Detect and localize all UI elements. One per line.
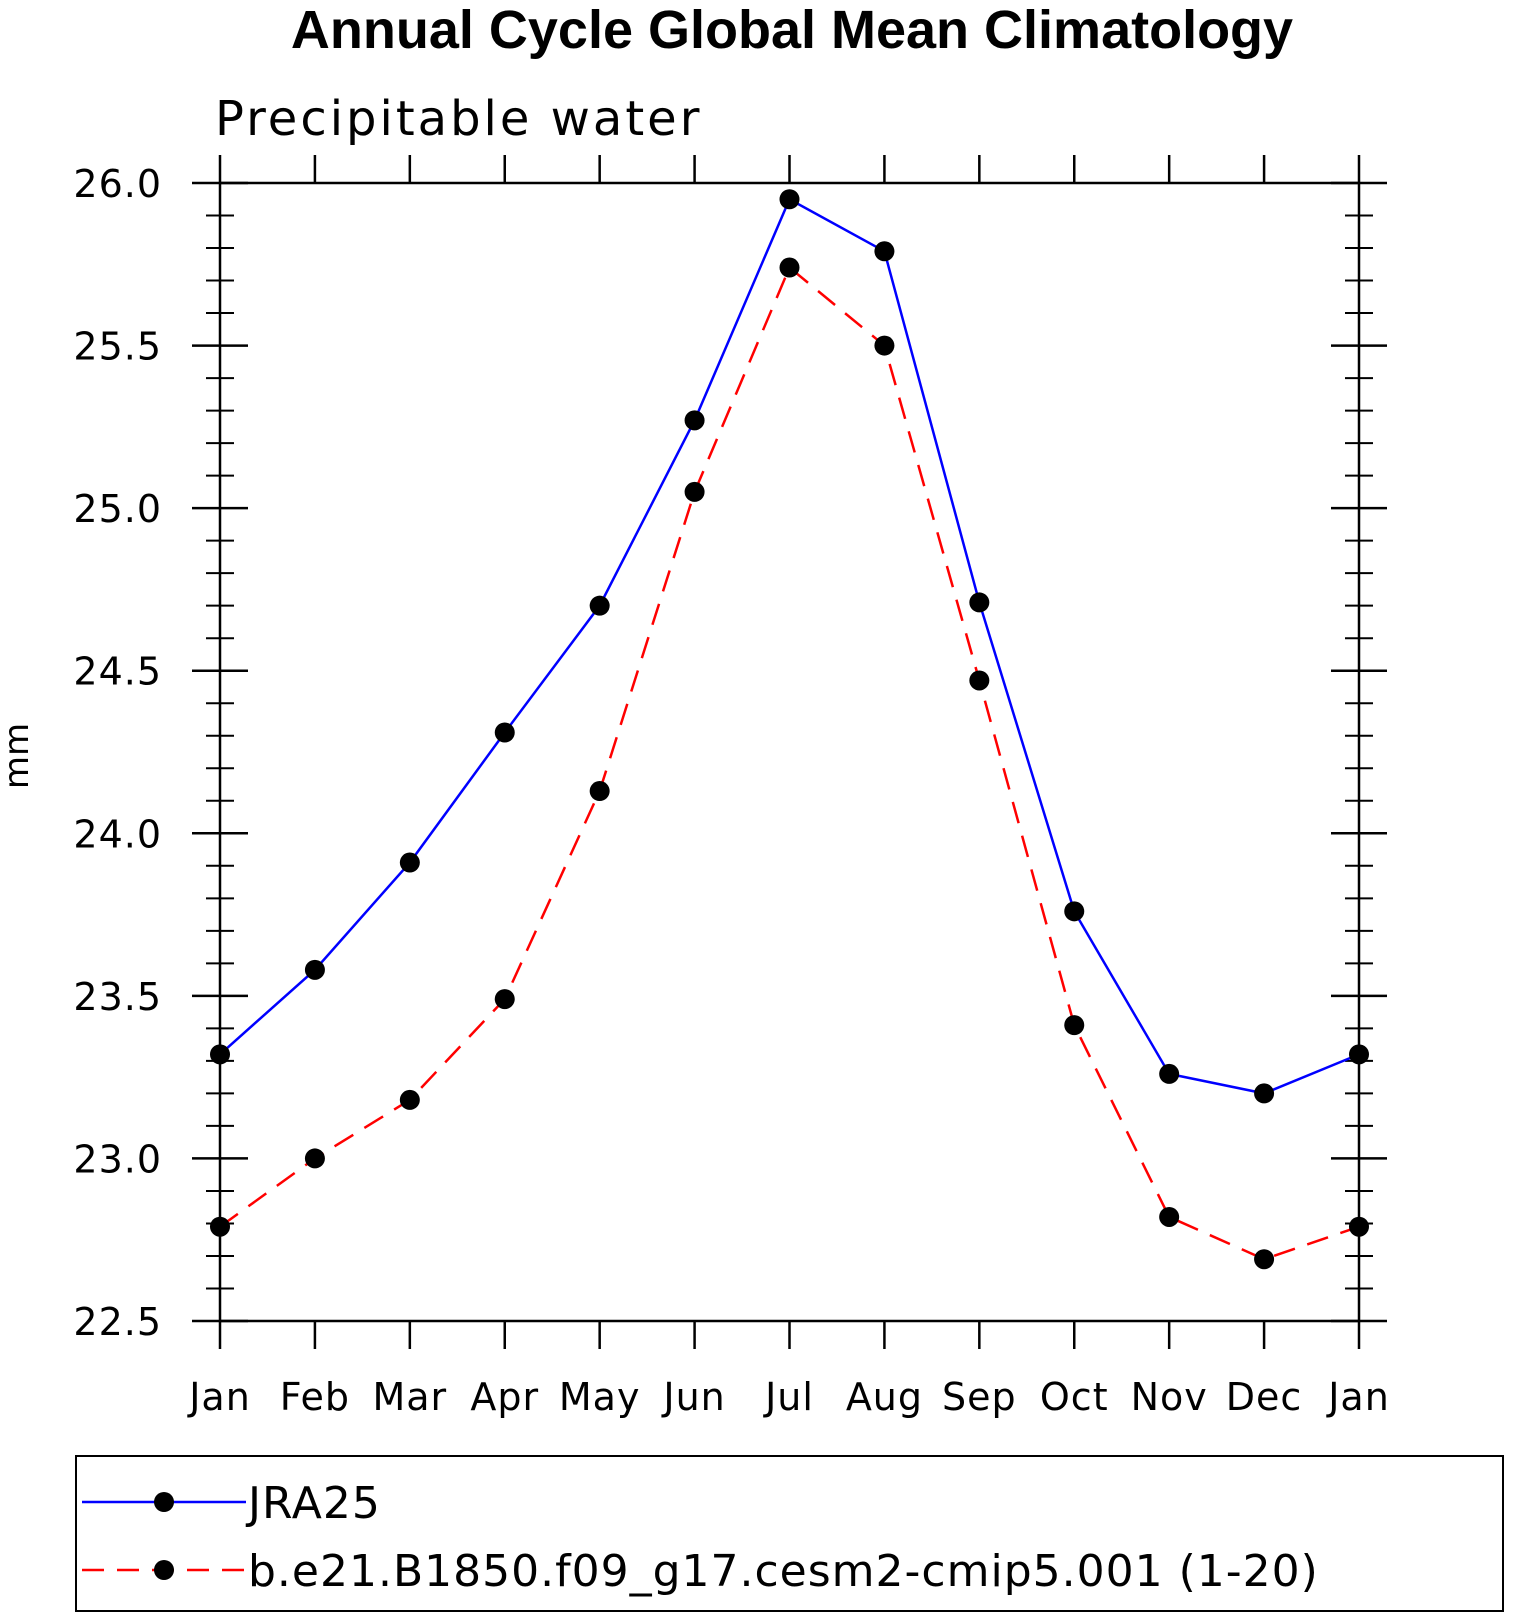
x-tick-label: Oct	[1040, 1375, 1109, 1419]
y-tick-label: 23.5	[73, 975, 162, 1019]
chart-subtitle: Precipitable water	[215, 91, 702, 147]
data-point-series-1	[969, 670, 990, 691]
data-point-series-0	[874, 241, 895, 262]
axis-ticks	[192, 155, 1387, 1349]
legend: JRA25 b.e21.B1850.f09_g17.cesm2-cmip5.001…	[75, 1455, 1504, 1612]
x-tick-labels: Jan Feb Mar Apr May Jun Jul Aug Sep Oct Nov Dec Jan	[187, 1375, 1390, 1419]
series-line-1	[219, 265, 1360, 1261]
x-tick-label: Nov	[1131, 1375, 1208, 1419]
data-point-series-0	[494, 722, 515, 743]
data-point-series-1	[210, 1216, 230, 1237]
x-tick-label: Jun	[661, 1375, 725, 1419]
data-point-series-0	[1064, 901, 1085, 922]
x-tick-label: Sep	[942, 1375, 1017, 1419]
data-point-series-0	[684, 410, 705, 431]
y-tick-label: 26.0	[73, 162, 162, 206]
data-point-series-1	[1159, 1206, 1180, 1227]
x-tick-label: Jan	[187, 1375, 251, 1419]
data-point-series-0	[210, 1044, 230, 1065]
data-point-series-0	[1159, 1063, 1180, 1084]
data-point-series-0	[1349, 1044, 1369, 1065]
data-point-series-1	[399, 1089, 420, 1110]
x-tick-label: Dec	[1226, 1375, 1303, 1419]
data-point-series-1	[684, 481, 705, 502]
legend-label-1: b.e21.B1850.f09_g17.cesm2-cmip5.001 (1-2…	[248, 1546, 1319, 1597]
data-point-series-1	[779, 257, 800, 278]
data-point-series-0	[779, 189, 800, 210]
x-tick-label: Apr	[470, 1375, 539, 1419]
y-tick-label: 24.0	[73, 812, 162, 856]
y-tick-label: 24.5	[73, 650, 162, 694]
data-point-series-0	[399, 852, 420, 873]
data-point-series-0	[969, 592, 990, 613]
series-layer	[210, 189, 1369, 1270]
y-tick-label: 23.0	[73, 1137, 162, 1181]
data-point-series-1	[874, 335, 895, 356]
series-line-0	[219, 197, 1360, 1095]
data-point-series-1	[1064, 1015, 1085, 1036]
y-axis-label: mm	[0, 723, 37, 789]
legend-marker-1	[154, 1560, 174, 1580]
data-point-series-1	[1349, 1216, 1369, 1237]
data-point-series-0	[589, 595, 610, 616]
y-tick-labels: 22.5 23.0 23.5 24.0 24.5 25.0 25.5 26.0	[73, 162, 162, 1344]
data-point-series-1	[494, 989, 515, 1010]
x-tick-label: Feb	[280, 1375, 350, 1419]
data-point-series-0	[304, 959, 325, 980]
data-point-series-1	[589, 781, 610, 802]
y-tick-label: 25.5	[73, 325, 162, 369]
legend-label-0: JRA25	[245, 1478, 381, 1529]
x-tick-label: Aug	[846, 1375, 923, 1419]
y-tick-label: 22.5	[73, 1300, 162, 1344]
x-tick-label: Mar	[372, 1375, 447, 1419]
chart-title: Annual Cycle Global Mean Climatology	[291, 0, 1293, 60]
legend-marker-0	[154, 1492, 174, 1512]
x-tick-label: Jan	[1326, 1375, 1390, 1419]
data-point-series-1	[304, 1148, 325, 1169]
data-point-series-1	[1254, 1249, 1275, 1270]
x-tick-label: Jul	[763, 1375, 814, 1419]
y-tick-label: 25.0	[73, 487, 162, 531]
plot-frame	[218, 181, 1361, 1323]
legend-box	[75, 1455, 1504, 1612]
x-tick-label: May	[559, 1375, 641, 1419]
data-point-series-0	[1254, 1083, 1275, 1104]
